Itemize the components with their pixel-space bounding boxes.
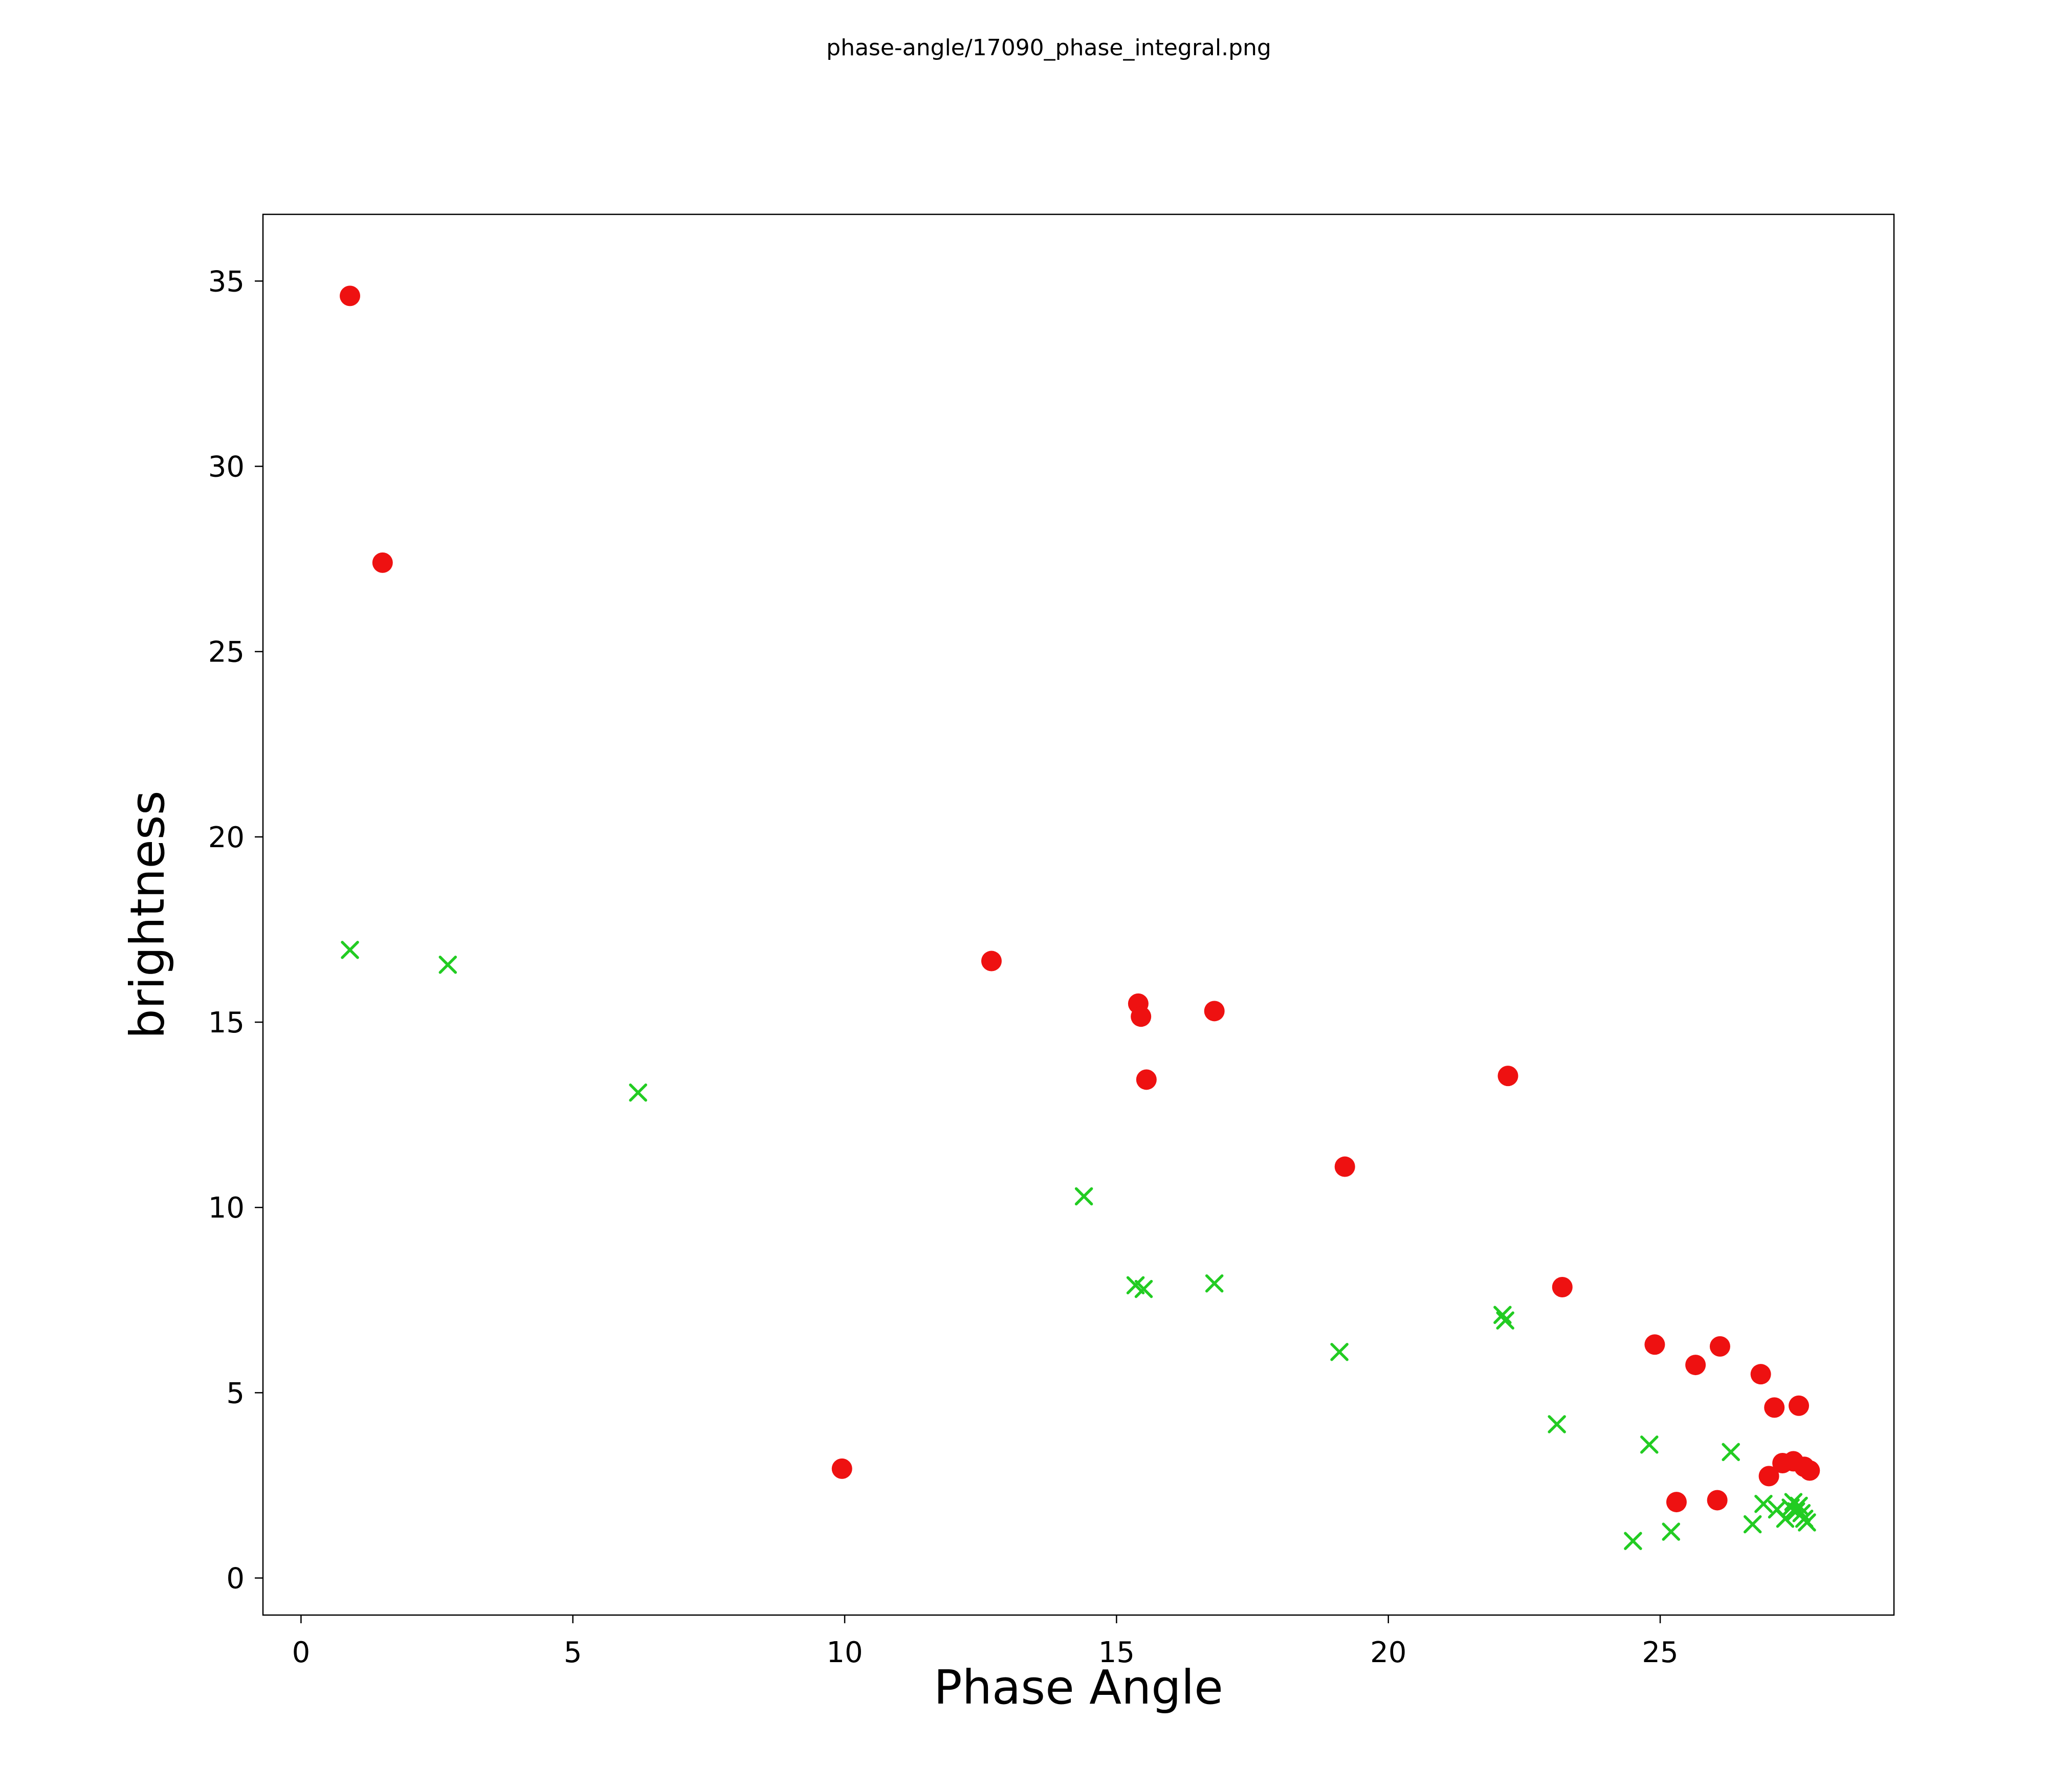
data-point-x — [1330, 1342, 1349, 1361]
data-point-x — [629, 1083, 647, 1102]
data-point-circle — [1750, 1364, 1771, 1385]
data-point-x — [1074, 1187, 1093, 1206]
series-green-crosses — [341, 941, 1816, 1550]
y-tick-label: 15 — [208, 1006, 245, 1040]
data-point-circle — [1799, 1460, 1820, 1481]
data-point-circle — [1764, 1397, 1785, 1418]
data-point-x — [1662, 1522, 1681, 1541]
series-red-circles — [340, 285, 1820, 1513]
data-point-circle — [1644, 1334, 1665, 1355]
y-tick-label: 5 — [226, 1377, 245, 1410]
data-point-x — [1743, 1515, 1762, 1534]
x-tick-label: 20 — [1370, 1636, 1406, 1669]
data-point-x — [1624, 1532, 1642, 1550]
x-tick-label: 25 — [1642, 1636, 1678, 1669]
data-point-circle — [372, 552, 393, 573]
y-axis-label: brightness — [120, 790, 175, 1039]
x-tick-label: 10 — [826, 1636, 863, 1669]
x-tick-label: 15 — [1098, 1636, 1135, 1669]
data-point-circle — [1685, 1355, 1706, 1376]
data-point-x — [438, 956, 457, 974]
y-tick-label: 20 — [208, 821, 245, 854]
data-point-circle — [1497, 1066, 1518, 1087]
data-point-circle — [1789, 1395, 1810, 1416]
data-point-x — [1496, 1311, 1514, 1330]
x-axis-ticks: 0 5 10 15 20 25 — [292, 1615, 1679, 1669]
data-point-x — [341, 941, 359, 959]
data-point-x — [1205, 1274, 1224, 1293]
data-point-x — [1548, 1415, 1566, 1433]
data-point-x — [1134, 1279, 1153, 1298]
data-point-circle — [340, 285, 361, 306]
data-point-circle — [1204, 1001, 1225, 1022]
data-points-layer — [340, 285, 1820, 1550]
y-tick-label: 0 — [226, 1562, 245, 1596]
data-point-circle — [1758, 1466, 1779, 1487]
data-point-circle — [1666, 1492, 1687, 1513]
x-axis-label: Phase Angle — [934, 1660, 1223, 1715]
x-tick-label: 5 — [564, 1636, 582, 1669]
data-point-circle — [981, 951, 1002, 971]
plot-area — [263, 214, 1894, 1615]
data-point-x — [1754, 1494, 1773, 1513]
data-point-x — [1798, 1513, 1816, 1532]
y-tick-label: 30 — [208, 451, 245, 484]
y-tick-label: 25 — [208, 636, 245, 669]
axes-spines — [262, 213, 1895, 1616]
data-point-circle — [1136, 1069, 1157, 1090]
y-tick-label: 10 — [208, 1191, 245, 1225]
x-tick-label: 0 — [292, 1636, 311, 1669]
data-point-x — [1640, 1435, 1659, 1454]
data-point-circle — [1552, 1276, 1573, 1297]
data-point-circle — [831, 1458, 852, 1479]
data-point-x — [1722, 1443, 1740, 1462]
data-point-circle — [1334, 1156, 1355, 1177]
y-tick-label: 35 — [208, 265, 245, 298]
data-point-circle — [1709, 1336, 1730, 1357]
y-axis-ticks: 0 5 10 15 20 25 30 35 — [208, 265, 263, 1596]
data-point-circle — [1707, 1490, 1728, 1511]
data-point-circle — [1131, 1006, 1152, 1027]
figure-title: phase-angle/17090_phase_integral.png — [826, 35, 1271, 61]
